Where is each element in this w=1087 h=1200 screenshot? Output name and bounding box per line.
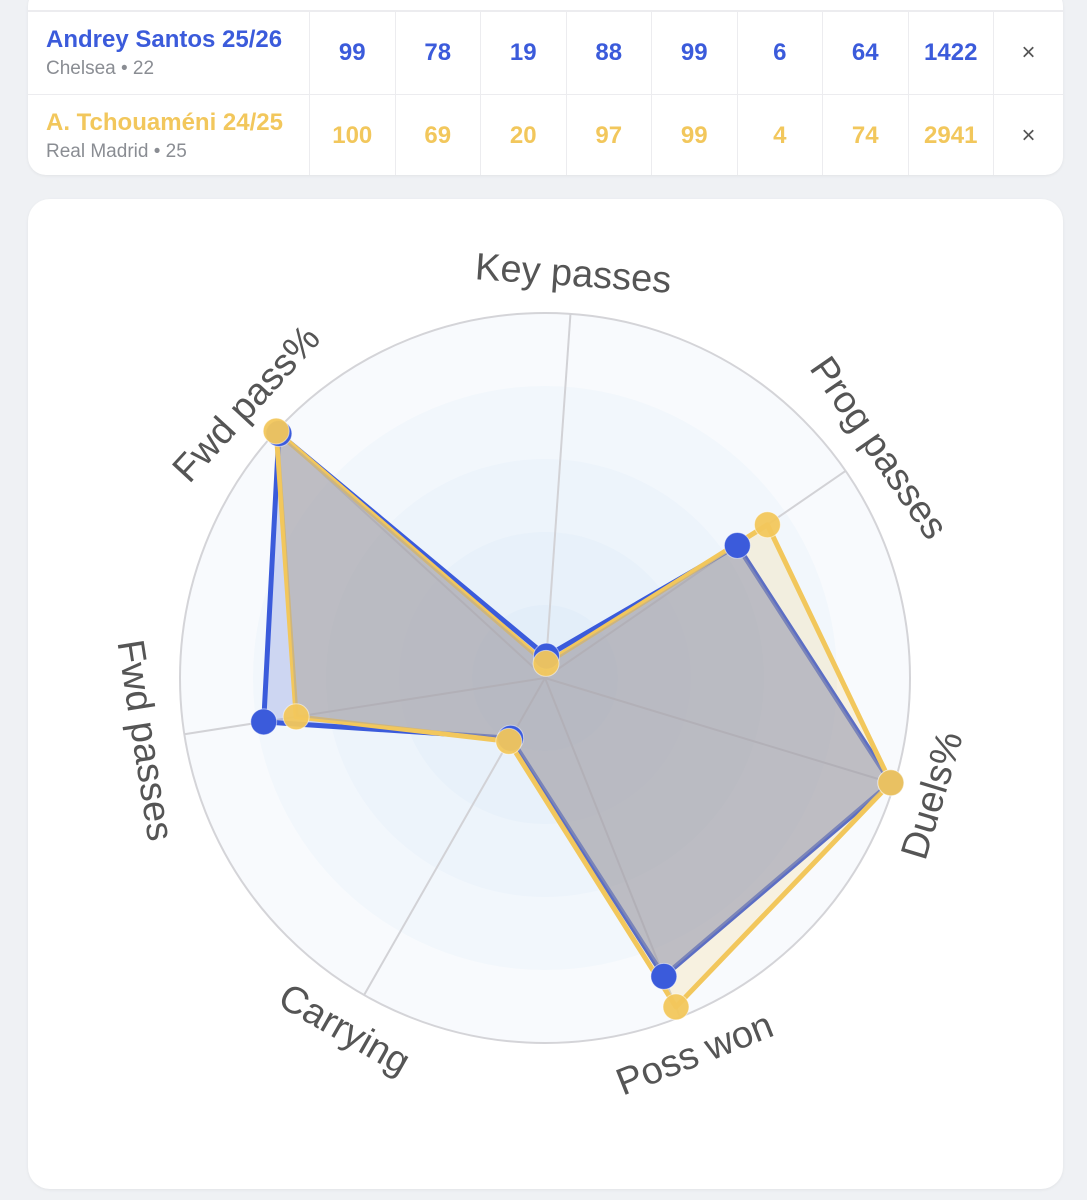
radar-point[interactable] (662, 993, 690, 1021)
stat-value: 1422 (909, 12, 994, 94)
radar-axis-label: Key passes (474, 246, 673, 302)
stat-value: 99 (652, 12, 738, 94)
stat-value: 20 (481, 95, 567, 175)
stat-value: 99 (310, 12, 396, 94)
radar-axis-label: Duels% (894, 727, 972, 865)
stat-value: 64 (823, 12, 909, 94)
radar-points (250, 417, 905, 1021)
stat-value: 100 (310, 95, 396, 175)
table-row: Andrey Santos 25/26 Chelsea • 22 99 78 1… (28, 12, 1063, 95)
stat-value: 88 (567, 12, 652, 94)
radar-point[interactable] (262, 417, 290, 445)
radar-spoke (184, 677, 546, 736)
radar-point[interactable] (650, 962, 678, 990)
player-cell: Andrey Santos 25/26 Chelsea • 22 (28, 12, 310, 94)
radar-spoke (544, 677, 681, 1018)
radar-overlap-area (278, 433, 891, 977)
radar-spoke (544, 470, 847, 679)
player-name: A. Tchouaméni 24/25 (46, 108, 283, 136)
player-cell: A. Tchouaméni 24/25 Real Madrid • 25 (28, 95, 310, 175)
table-row: A. Tchouaméni 24/25 Real Madrid • 25 100… (28, 95, 1063, 175)
stat-value: 74 (823, 95, 909, 175)
radar-point[interactable] (723, 531, 751, 559)
radar-point[interactable] (877, 769, 905, 797)
radar-point[interactable] (282, 703, 310, 731)
stat-value: 4 (738, 95, 823, 175)
player-team-age: Chelsea • 22 (46, 57, 155, 79)
comparison-table: Andrey Santos 25/26 Chelsea • 22 99 78 1… (28, 0, 1063, 175)
stat-value: 99 (652, 95, 738, 175)
radar-chart-card: Key passes Prog passes Duels% Poss won Carry… (28, 199, 1063, 1189)
stat-value: 97 (567, 95, 652, 175)
radar-point[interactable] (495, 727, 523, 755)
radar-series (261, 428, 894, 1010)
remove-player-button[interactable]: × (1021, 39, 1036, 66)
radar-point[interactable] (753, 511, 781, 539)
stat-value: 78 (396, 12, 481, 94)
stat-value: 2941 (909, 95, 994, 175)
radar-series-area (273, 428, 894, 1010)
player-team-age: Real Madrid • 25 (46, 140, 187, 162)
stat-value: 19 (481, 12, 567, 94)
stat-value: 6 (738, 12, 823, 94)
player-name: Andrey Santos 25/26 (46, 25, 283, 53)
radar-series-area (261, 431, 894, 979)
radar-spokes (184, 313, 895, 1018)
table-header-divider (28, 10, 1063, 12)
radar-spoke (544, 313, 572, 679)
stat-value: 69 (396, 95, 481, 175)
radar-spoke (544, 677, 895, 785)
radar-axis-label: Fwd passes (108, 637, 181, 844)
remove-player-button[interactable]: × (1021, 122, 1036, 149)
radar-point[interactable] (532, 649, 560, 677)
radar-point[interactable] (250, 708, 278, 736)
